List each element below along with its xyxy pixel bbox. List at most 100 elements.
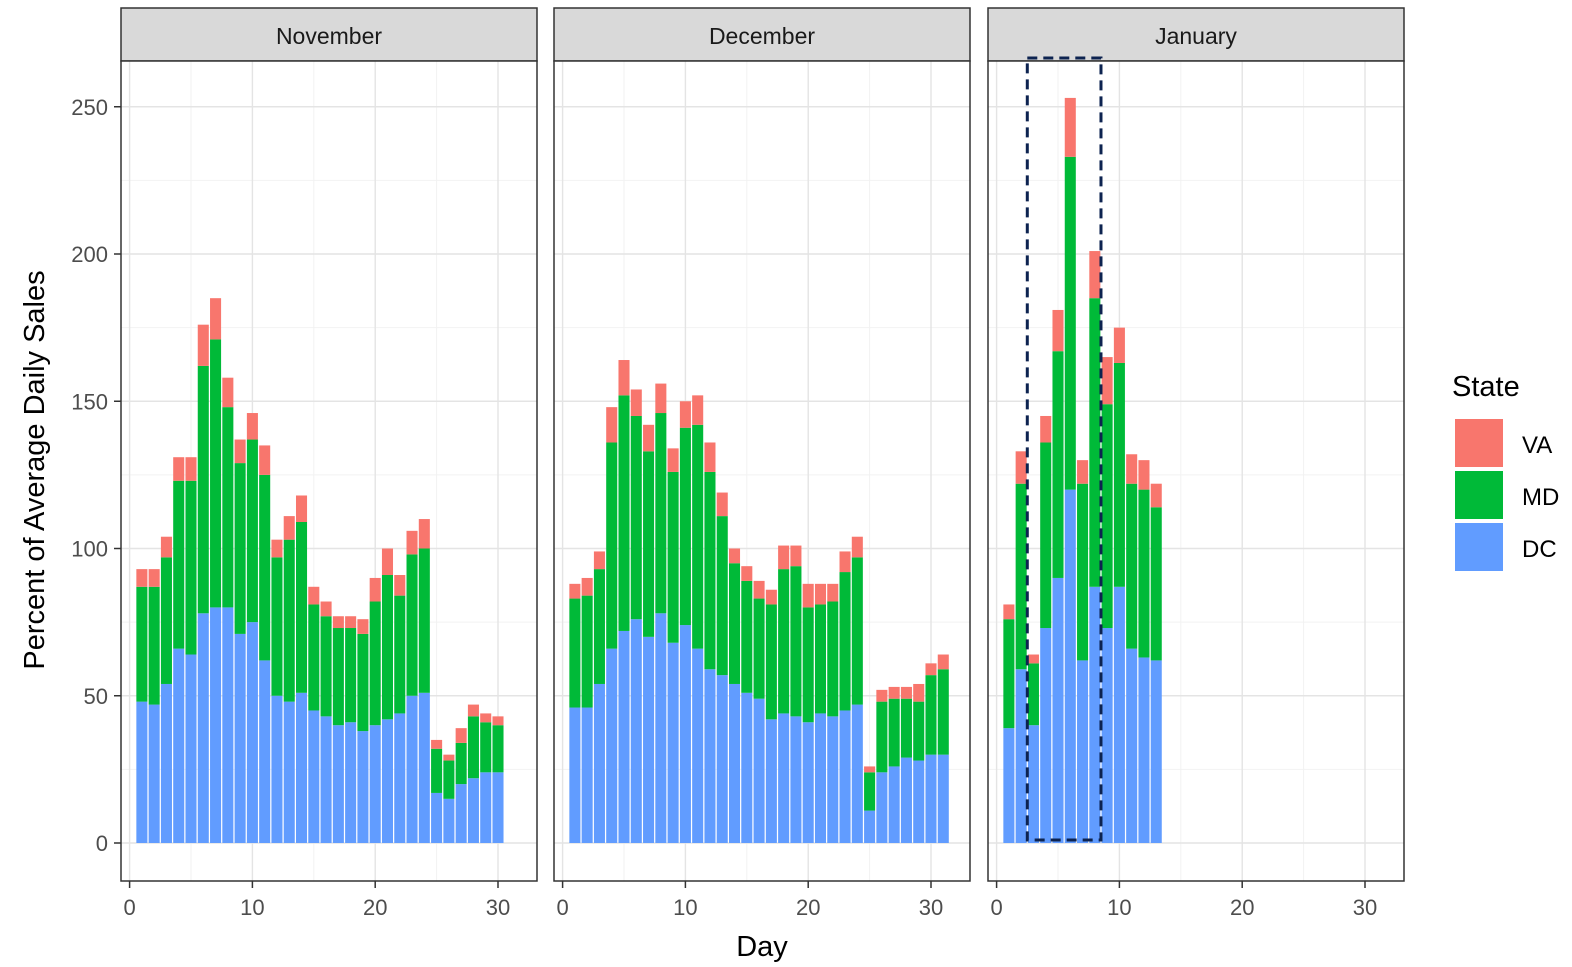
- bar-segment-va: [357, 619, 369, 634]
- bar-segment-md: [827, 601, 839, 717]
- bar-segment-dc: [581, 707, 593, 843]
- bar-segment-va: [937, 654, 949, 670]
- bar-segment-va: [1101, 357, 1113, 405]
- bar-segment-dc: [630, 619, 642, 843]
- panel-border: [120, 60, 538, 882]
- bar-segment-dc: [643, 636, 655, 843]
- bar-segment-dc: [320, 716, 332, 843]
- bar-segment-md: [1113, 362, 1125, 587]
- bar-segment-md: [1077, 483, 1089, 661]
- bar-segment-md: [295, 521, 308, 693]
- bar-segment-va: [1015, 451, 1027, 484]
- bar-segment-dc: [606, 648, 618, 843]
- bar-segment-va: [1027, 654, 1039, 664]
- bar-segment-md: [1064, 156, 1076, 490]
- bar-segment-dc: [913, 760, 925, 843]
- bar-segment-dc: [1126, 648, 1138, 843]
- panel-title: December: [709, 23, 815, 49]
- bar-segment-md: [728, 563, 741, 684]
- bar-segment-dc: [480, 772, 492, 843]
- bar-segment-md: [455, 742, 467, 785]
- bar-segment-dc: [210, 607, 222, 843]
- bar-segment-va: [876, 689, 888, 702]
- bar-segment-va: [418, 519, 430, 549]
- bar-segment-dc: [704, 669, 716, 843]
- bar-segment-md: [1027, 663, 1039, 726]
- bar-segment-dc: [900, 757, 912, 843]
- bar-segment-md: [569, 598, 581, 708]
- x-tick-label: 20: [363, 895, 387, 920]
- bar-segment-md: [864, 772, 876, 811]
- bar-segment-va: [210, 298, 222, 340]
- bar-segment-dc: [716, 675, 728, 843]
- bar-segment-dc: [148, 704, 160, 843]
- bar-segment-dc: [406, 695, 418, 843]
- y-axis-title: Percent of Average Daily Sales: [19, 270, 51, 669]
- bar-segment-md: [888, 698, 900, 767]
- bar-segment-dc: [308, 710, 320, 843]
- bar-segment-md: [1101, 404, 1113, 629]
- bar-segment-md: [851, 557, 863, 705]
- bar-segment-va: [851, 536, 863, 558]
- bar-segment-dc: [753, 698, 765, 843]
- bar-segment-va: [655, 383, 667, 414]
- bar-segment-md: [1150, 507, 1162, 661]
- panel-december: December 0 10 20 30: [553, 7, 971, 920]
- bar-segment-dc: [259, 660, 271, 843]
- bar-segment-dc: [667, 642, 679, 843]
- bar-segment-md: [606, 442, 618, 649]
- bar-segment-va: [394, 575, 406, 596]
- x-tick-label: 30: [1353, 895, 1377, 920]
- bar-segment-va: [259, 445, 271, 475]
- bar-segment-va: [1150, 483, 1162, 508]
- bar-segment-va: [1052, 309, 1064, 352]
- y-tick-label: 150: [71, 389, 108, 414]
- legend-key-dc: [1455, 523, 1503, 571]
- bar-segment-va: [581, 577, 593, 596]
- bar-segment-va: [1040, 415, 1052, 443]
- legend-label-dc: DC: [1522, 536, 1557, 563]
- bar-segment-va: [679, 401, 691, 428]
- bar-segment-dc: [443, 798, 455, 843]
- panels: November 0 10 20 30 December 0 10 20 30 January 0 10…: [120, 7, 1405, 920]
- bar-segment-va: [864, 766, 876, 773]
- bar-segment-va: [173, 457, 185, 481]
- bar-segment-dc: [679, 625, 691, 843]
- bar-segment-va: [160, 536, 172, 558]
- bar-segment-dc: [418, 692, 430, 843]
- bar-segment-dc: [1015, 669, 1027, 843]
- bar-segment-dc: [160, 683, 172, 843]
- bar-segment-dc: [295, 692, 308, 843]
- x-tick-label: 0: [990, 895, 1002, 920]
- panel-title: January: [1155, 23, 1237, 49]
- bar-segment-md: [679, 427, 691, 626]
- bar-segment-dc: [369, 725, 381, 843]
- bar-segment-va: [136, 569, 148, 587]
- bar-segment-va: [802, 583, 814, 608]
- bar-segment-md: [1003, 619, 1015, 729]
- x-axis: 0 10 20 30: [123, 881, 510, 920]
- bar-segment-va: [431, 739, 443, 749]
- bar-segment-md: [381, 575, 394, 720]
- bar-segment-va: [753, 580, 765, 599]
- bar-segment-md: [876, 701, 888, 773]
- bar-segment-md: [492, 725, 504, 773]
- bar-segment-md: [320, 616, 332, 717]
- bar-segment-dc: [888, 766, 900, 843]
- bar-segment-md: [839, 572, 851, 711]
- bar-segment-dc: [569, 707, 581, 843]
- bar-segment-md: [369, 601, 381, 726]
- bar-segment-dc: [765, 719, 777, 843]
- bar-segment-md: [765, 604, 777, 720]
- bar-segment-va: [839, 551, 851, 573]
- bar-segment-va: [1077, 460, 1089, 484]
- bar-segment-dc: [937, 754, 949, 843]
- gridlines: [988, 61, 1404, 881]
- bar-segment-md: [136, 586, 148, 702]
- bar-segment-dc: [197, 613, 209, 843]
- bar-segment-va: [741, 566, 753, 581]
- bar-segment-va: [593, 551, 605, 570]
- bar-segment-md: [692, 424, 704, 649]
- bar-segment-dc: [357, 731, 369, 843]
